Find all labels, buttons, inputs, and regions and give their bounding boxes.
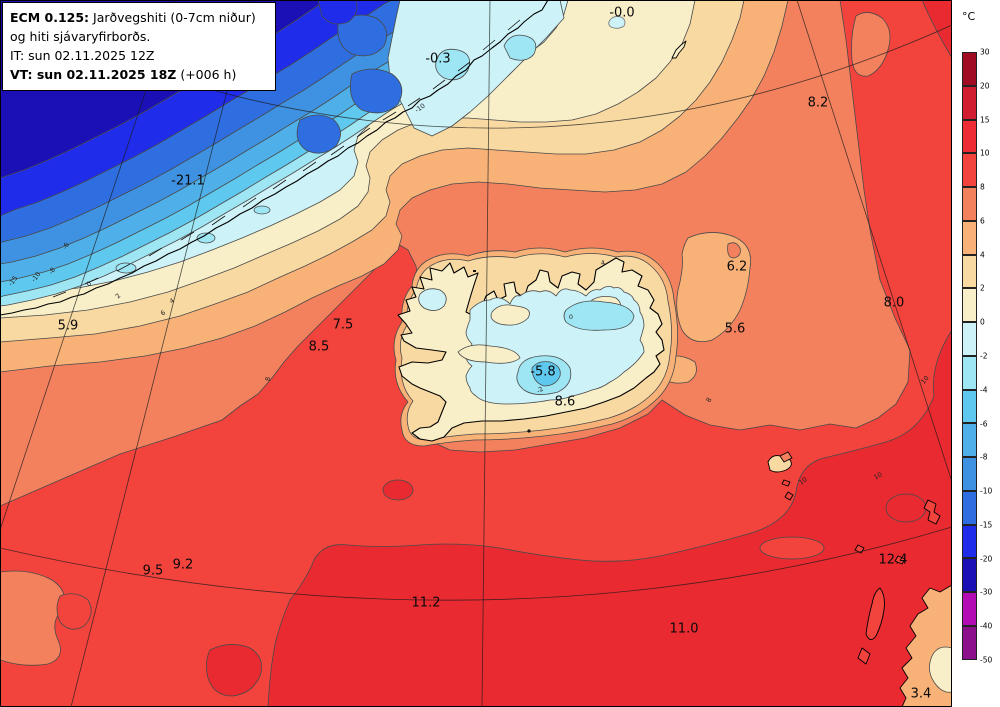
colorbar-band — [962, 592, 977, 627]
meridian-line — [796, 0, 952, 483]
unit-label: °C — [962, 10, 976, 23]
meridian-line — [70, 0, 251, 707]
colorbar-band — [962, 288, 977, 323]
temperature-contour-map — [0, 0, 952, 707]
hebrides-lewis — [865, 587, 885, 640]
salmon-blob-tr — [851, 12, 891, 77]
colorbar-tick-label: -2 — [980, 351, 988, 361]
iceland-warm-patch — [490, 304, 530, 326]
colorbar — [962, 52, 977, 660]
colorbar-tick-label: 6 — [980, 216, 985, 226]
colorbar-tick-label: 4 — [980, 250, 985, 260]
coast-patch — [253, 205, 271, 215]
warm-blob — [382, 479, 414, 501]
ice-patch — [337, 14, 388, 57]
colorbar-tick-label: -50 — [980, 655, 993, 665]
title-box: ECM 0.125: Jarðvegshiti (0-7cm niður) og… — [2, 2, 276, 91]
westfjords-cold — [418, 288, 447, 311]
meridian-line — [481, 0, 491, 707]
ice-patch — [296, 114, 341, 154]
colorbar-band — [962, 558, 977, 593]
colorbar-band — [962, 153, 977, 188]
region-10-15 — [267, 329, 952, 707]
colorbar-band — [962, 490, 977, 525]
title-line-2: og hiti sjávaryfirborðs. — [10, 29, 151, 44]
greenland-coastline — [0, 0, 549, 316]
fjord-patch — [503, 34, 537, 61]
colorbar-tick-label: -8 — [980, 452, 988, 462]
faroe-islet — [784, 491, 794, 501]
small-isle — [894, 555, 906, 565]
ice-patch — [349, 68, 403, 114]
colorbar-tick-label: 2 — [980, 283, 985, 293]
warm-blob — [885, 493, 927, 523]
hebrides-skye — [857, 647, 871, 665]
coast-patch — [196, 232, 216, 244]
iceland-warm-patch — [457, 344, 521, 364]
iceland-cold-core — [531, 361, 561, 387]
fjord-lines — [52, 19, 521, 298]
faroe-islet — [779, 451, 793, 463]
colorbar-tick-label: -15 — [980, 520, 993, 530]
colorbar-band — [962, 423, 977, 458]
map-canvas: -0.0 -0.3 8.2 -21.1 6.2 8.0 7.5 5.9 5.6 8.5 -5.8 8.… — [0, 0, 952, 707]
colorbar-tick-label: -6 — [980, 419, 988, 429]
colorbar-band — [962, 52, 977, 86]
colorbar-tick-label: -20 — [980, 554, 993, 564]
colorbar-band — [962, 254, 977, 289]
vestmannaeyjar-island — [527, 429, 531, 433]
colorbar-band — [962, 355, 977, 390]
colorbar-band — [962, 322, 977, 356]
shetland-isles — [923, 499, 941, 525]
warm-blob — [206, 644, 263, 697]
parallel-line — [0, 526, 952, 601]
title-line-3: IT: sun 02.11.2025 12Z — [10, 48, 155, 63]
colorbar-tick-label: 8 — [980, 182, 985, 192]
colorbar-tick-label: 10 — [980, 148, 990, 158]
colorbar-tick-label: 15 — [980, 115, 990, 125]
cool-lake-in-warm — [759, 536, 825, 560]
ice-patch — [317, 0, 358, 25]
colorbar-panel: °C 30 20 15 10 8 6 4 2 0 -2 -4 -6 -8 -10 -15 -20 -30 -40-… — [952, 0, 1000, 707]
title-line-1: ECM 0.125: Jarðvegshiti (0-7cm niður) — [10, 10, 256, 25]
cold-lake — [608, 16, 626, 29]
salmon-dot — [727, 242, 741, 259]
colorbar-band — [962, 524, 977, 559]
colorbar-band — [962, 119, 977, 154]
title-line-4: VT: sun 02.11.2025 18Z (+006 h) — [10, 67, 237, 82]
grimsey-island — [473, 270, 476, 272]
jan-mayen-island — [671, 40, 687, 59]
coast-patch — [115, 262, 137, 274]
colorbar-band — [962, 187, 977, 221]
colorbar-tick-label: -4 — [980, 385, 988, 395]
colorbar-band — [962, 626, 977, 660]
colorbar-band — [962, 85, 977, 120]
colorbar-tick-label: -10 — [980, 486, 993, 496]
colorbar-tick-label: 30 — [980, 47, 990, 57]
colorbar-tick-label: 20 — [980, 81, 990, 91]
fjord-zone — [387, 0, 565, 137]
iceland-cold-ne — [563, 300, 635, 331]
fjord-patch — [435, 48, 471, 81]
scotland-lowland — [929, 646, 952, 693]
colorbar-band — [962, 220, 977, 255]
colorbar-tick-label: -30 — [980, 587, 993, 597]
salmon-blob-bl — [0, 570, 65, 666]
colorbar-band — [962, 389, 977, 424]
red-blob-bl — [56, 593, 92, 630]
peach-lobe-east — [676, 232, 751, 343]
colorbar-band — [962, 457, 977, 491]
colorbar-tick-label: 0 — [980, 317, 985, 327]
faroe-islet — [781, 479, 791, 487]
colorbar-tick-label: -40 — [980, 621, 993, 631]
